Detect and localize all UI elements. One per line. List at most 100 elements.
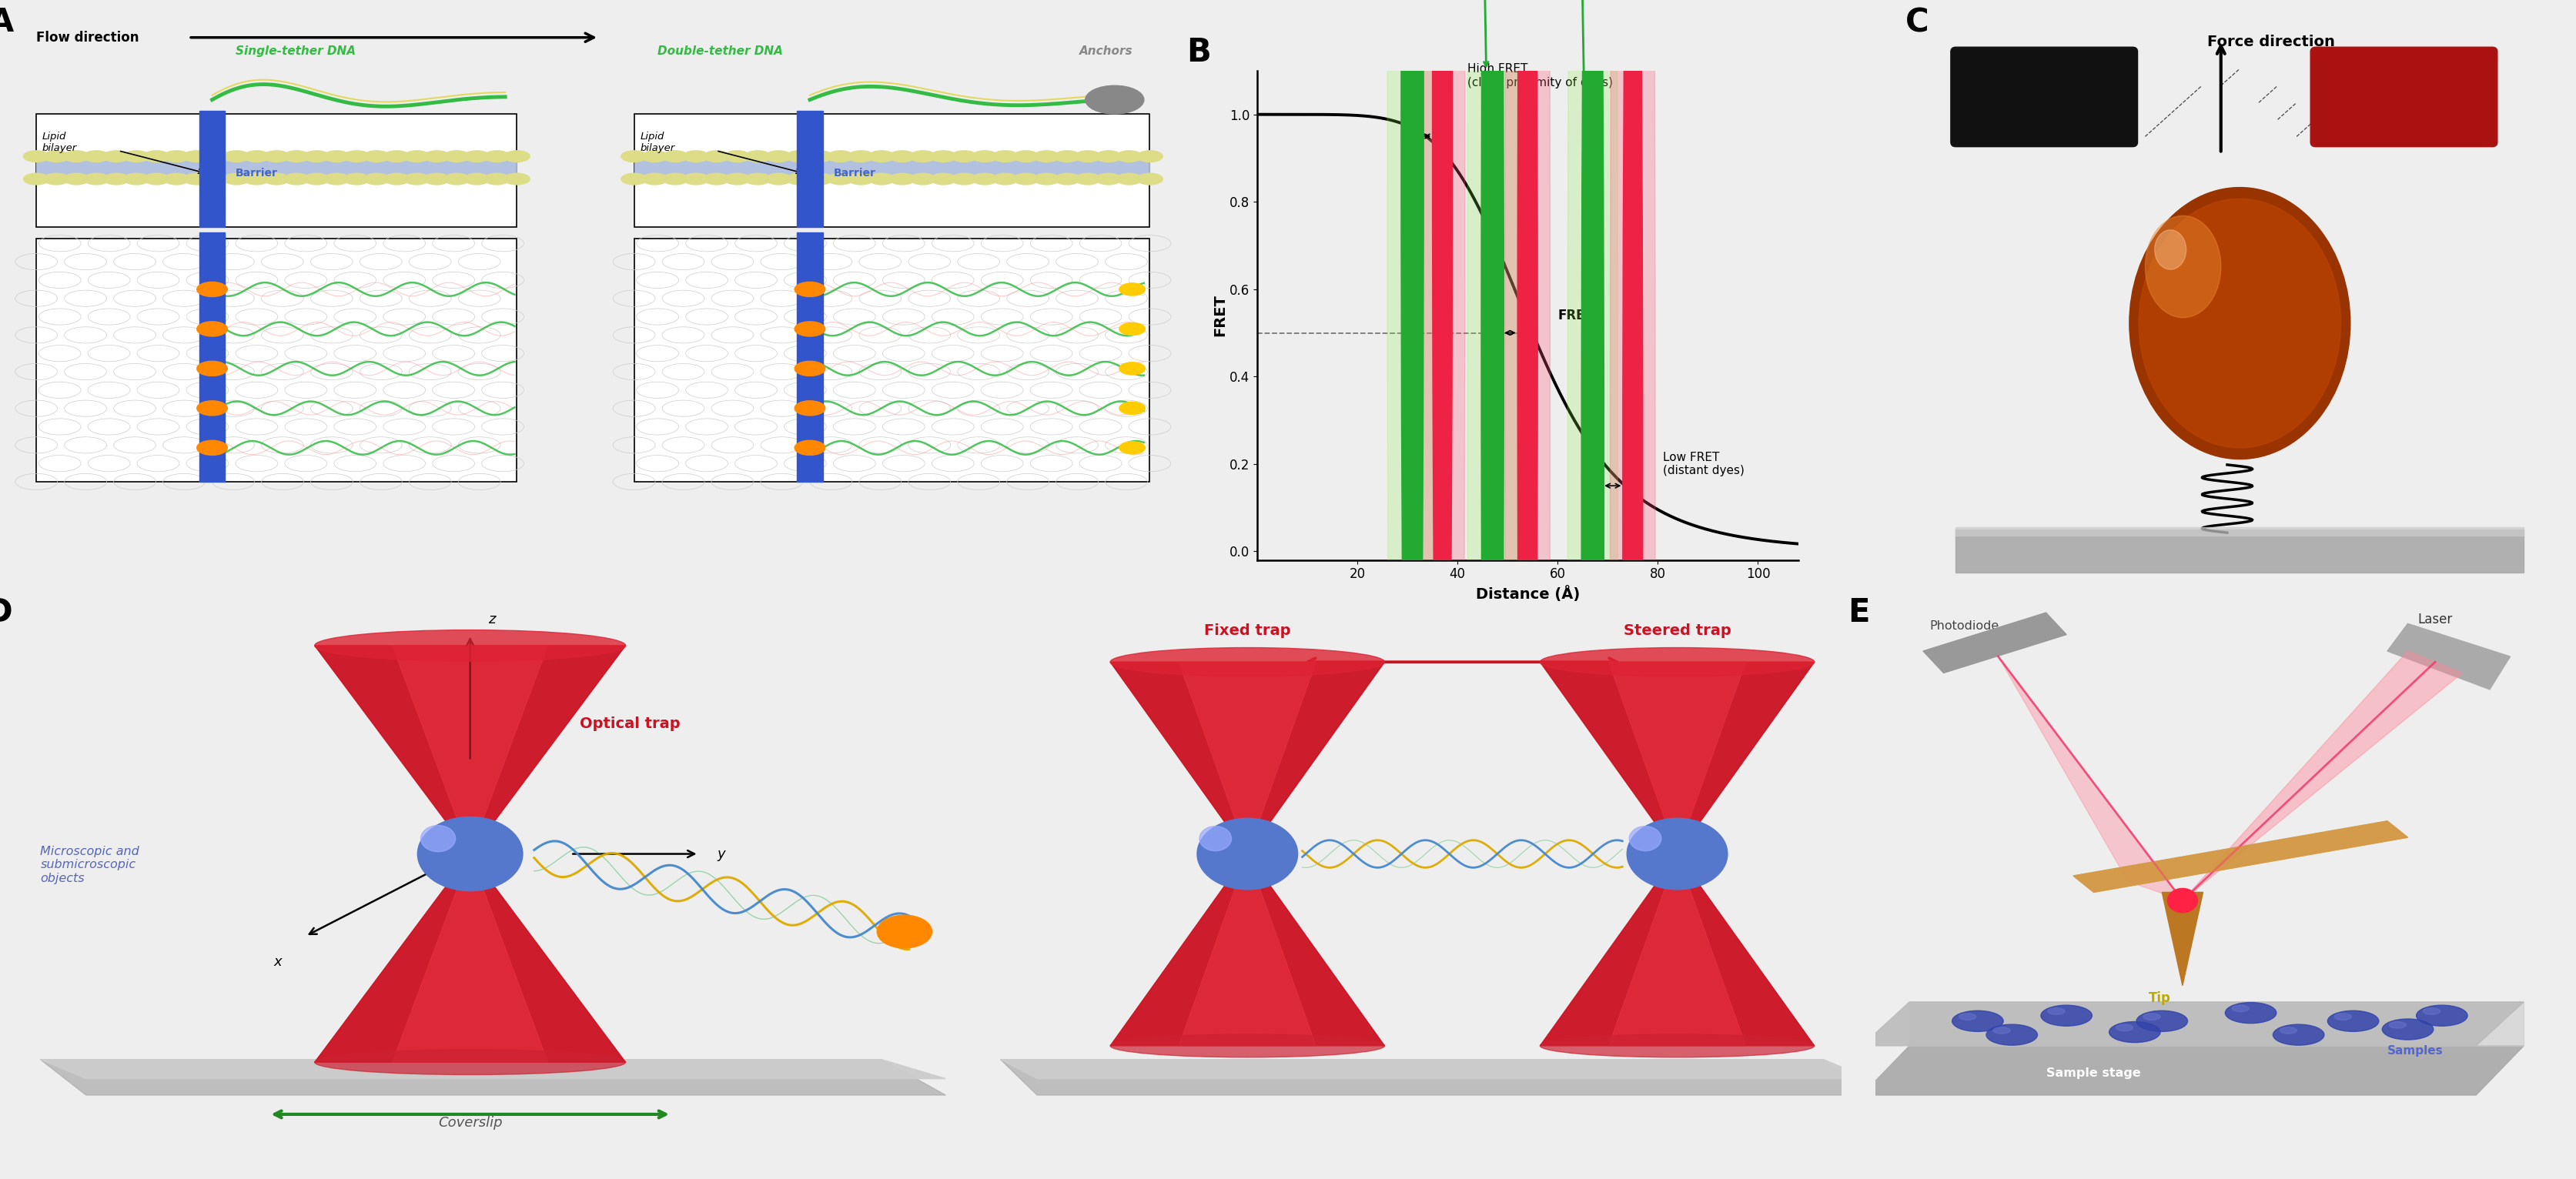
Ellipse shape — [23, 173, 49, 185]
Text: Lipid
bilayer: Lipid bilayer — [41, 131, 77, 153]
Text: x: x — [273, 955, 281, 969]
Ellipse shape — [505, 173, 531, 185]
Ellipse shape — [1074, 173, 1100, 185]
Ellipse shape — [951, 151, 976, 162]
Ellipse shape — [2272, 1025, 2324, 1046]
Circle shape — [1121, 323, 1146, 335]
Ellipse shape — [971, 151, 997, 162]
Ellipse shape — [2040, 1006, 2092, 1026]
Ellipse shape — [404, 173, 430, 185]
Ellipse shape — [2334, 1014, 2352, 1020]
Circle shape — [793, 361, 824, 376]
Y-axis label: FRET: FRET — [1213, 295, 1226, 336]
Ellipse shape — [1994, 1027, 2009, 1034]
Ellipse shape — [1958, 1014, 1976, 1020]
Ellipse shape — [2231, 1006, 2249, 1012]
Ellipse shape — [806, 151, 832, 162]
Ellipse shape — [263, 151, 289, 162]
Ellipse shape — [1095, 173, 1121, 185]
FancyBboxPatch shape — [2311, 47, 2496, 146]
Polygon shape — [1180, 854, 1316, 1046]
Text: High FRET
(close proximity of dyes): High FRET (close proximity of dyes) — [1468, 64, 1613, 88]
Ellipse shape — [245, 173, 270, 185]
Ellipse shape — [2130, 187, 2349, 459]
Ellipse shape — [1200, 826, 1231, 851]
Ellipse shape — [144, 173, 170, 185]
Ellipse shape — [64, 173, 90, 185]
Polygon shape — [1862, 1002, 2524, 1046]
Circle shape — [1504, 0, 1551, 1179]
X-axis label: Distance (Å): Distance (Å) — [1476, 586, 1579, 601]
Circle shape — [1121, 283, 1146, 296]
Ellipse shape — [662, 151, 688, 162]
Ellipse shape — [304, 151, 330, 162]
Ellipse shape — [1033, 151, 1059, 162]
Ellipse shape — [1033, 173, 1059, 185]
Ellipse shape — [1198, 818, 1298, 889]
Text: Optical trap: Optical trap — [580, 717, 680, 731]
Ellipse shape — [683, 151, 708, 162]
Text: Anchors: Anchors — [1079, 45, 1133, 57]
Ellipse shape — [124, 173, 149, 185]
Circle shape — [793, 282, 824, 297]
Ellipse shape — [325, 173, 350, 185]
Ellipse shape — [224, 173, 250, 185]
Circle shape — [1388, 0, 1437, 1179]
Text: Double-tether DNA: Double-tether DNA — [657, 45, 783, 57]
Ellipse shape — [420, 825, 456, 851]
Polygon shape — [41, 1060, 945, 1095]
Circle shape — [1121, 442, 1146, 454]
Text: N: N — [2393, 84, 2416, 110]
Text: S: S — [2035, 84, 2053, 110]
Ellipse shape — [314, 1049, 626, 1075]
Ellipse shape — [2136, 1010, 2187, 1032]
Polygon shape — [392, 646, 549, 854]
Ellipse shape — [1540, 1034, 1814, 1058]
Ellipse shape — [343, 151, 368, 162]
Circle shape — [1084, 86, 1144, 114]
Ellipse shape — [1115, 173, 1141, 185]
Text: Photodiode: Photodiode — [1929, 620, 1999, 632]
Ellipse shape — [889, 151, 914, 162]
Text: Microscopic and
submicroscopic
objects: Microscopic and submicroscopic objects — [41, 845, 139, 884]
Ellipse shape — [1054, 173, 1079, 185]
Polygon shape — [1862, 1046, 2524, 1095]
Polygon shape — [1999, 657, 2182, 901]
Text: Fixed trap: Fixed trap — [1203, 623, 1291, 638]
Ellipse shape — [425, 173, 451, 185]
Ellipse shape — [1110, 647, 1386, 677]
Circle shape — [793, 401, 824, 415]
Ellipse shape — [404, 151, 430, 162]
Ellipse shape — [64, 151, 90, 162]
Text: B: B — [1188, 37, 1211, 68]
Ellipse shape — [384, 173, 410, 185]
Circle shape — [2166, 889, 2197, 913]
Ellipse shape — [1540, 647, 1814, 677]
Ellipse shape — [417, 817, 523, 891]
Text: Laser: Laser — [2419, 613, 2452, 626]
Ellipse shape — [183, 151, 209, 162]
Circle shape — [196, 401, 227, 415]
Ellipse shape — [1628, 826, 1662, 851]
Ellipse shape — [1074, 151, 1100, 162]
Ellipse shape — [703, 151, 729, 162]
Ellipse shape — [2416, 1006, 2468, 1026]
Circle shape — [1401, 0, 1425, 1119]
Polygon shape — [2074, 821, 2409, 893]
Circle shape — [1481, 0, 1504, 1179]
Circle shape — [793, 441, 824, 455]
Ellipse shape — [1136, 151, 1162, 162]
Text: A: A — [0, 6, 15, 39]
Polygon shape — [2182, 651, 2463, 901]
Ellipse shape — [204, 151, 229, 162]
Ellipse shape — [165, 151, 191, 162]
Ellipse shape — [44, 173, 70, 185]
Text: Tip: Tip — [2148, 990, 2172, 1005]
Ellipse shape — [765, 151, 791, 162]
Ellipse shape — [2115, 1025, 2133, 1030]
Ellipse shape — [641, 151, 667, 162]
Ellipse shape — [827, 151, 853, 162]
Circle shape — [1432, 0, 1453, 1010]
Polygon shape — [2074, 821, 2409, 893]
Ellipse shape — [992, 151, 1018, 162]
